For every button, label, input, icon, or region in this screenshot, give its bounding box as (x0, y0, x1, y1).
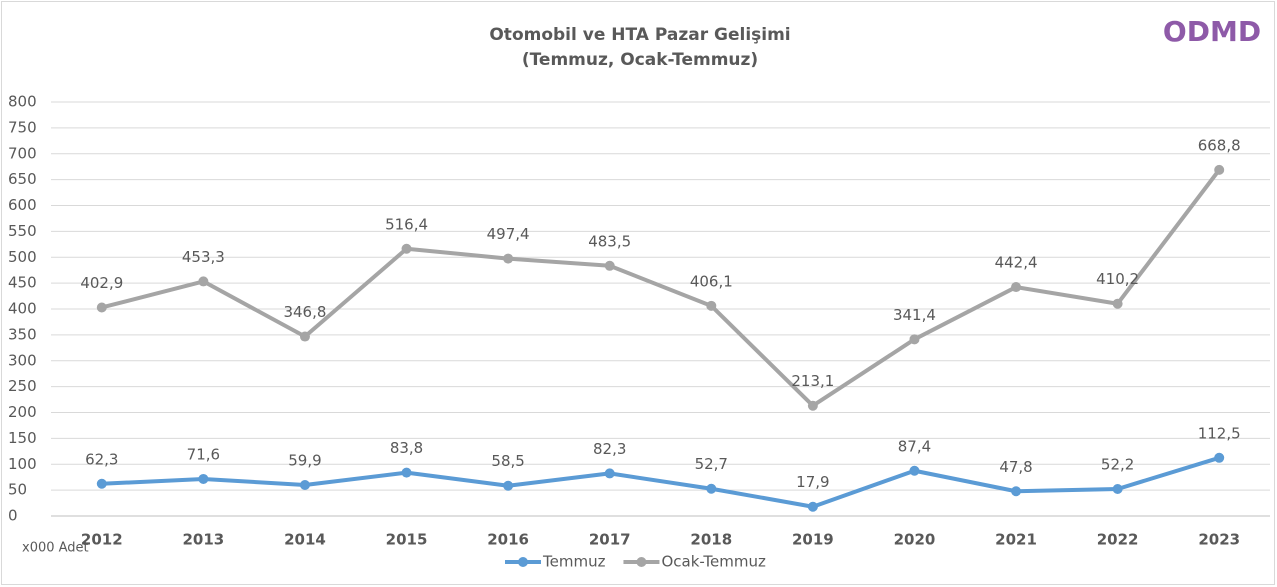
y-tick-label: 750 (8, 118, 37, 136)
chart-subtitle: (Temmuz, Ocak-Temmuz) (522, 50, 758, 70)
data-label: 453,3 (182, 248, 225, 266)
data-label: 47,8 (999, 458, 1032, 476)
data-label: 410,2 (1096, 270, 1139, 288)
data-point (909, 334, 920, 345)
data-point (1011, 282, 1022, 293)
data-label: 83,8 (390, 439, 423, 457)
data-label: 516,4 (385, 215, 428, 233)
x-tick-label: 2018 (690, 531, 732, 549)
y-tick-label: 500 (8, 248, 37, 266)
data-point (503, 480, 514, 491)
data-point (909, 465, 920, 476)
legend-marker (518, 557, 528, 567)
x-tick-label: 2019 (792, 531, 834, 549)
x-tick-label: 2021 (995, 531, 1037, 549)
y-tick-label: 400 (8, 300, 37, 318)
data-point (706, 300, 717, 311)
data-point (96, 302, 107, 313)
legend-marker (636, 557, 647, 567)
y-tick-label: 650 (8, 170, 37, 188)
data-label: 402,9 (80, 274, 123, 292)
chart-title: Otomobil ve HTA Pazar Gelişimi (489, 25, 790, 45)
data-label: 17,9 (796, 473, 829, 491)
x-tick-label: 2013 (183, 531, 225, 549)
data-label: 497,4 (487, 225, 530, 243)
data-label: 213,1 (791, 372, 834, 390)
x-tick-label: 2017 (589, 531, 631, 549)
y-tick-label: 250 (8, 377, 37, 395)
data-label: 82,3 (593, 440, 626, 458)
data-point (604, 468, 615, 479)
y-tick-label: 600 (8, 196, 37, 214)
data-point (1214, 164, 1225, 175)
data-point (807, 400, 818, 411)
data-point (401, 467, 412, 478)
y-tick-label: 700 (8, 144, 37, 162)
y-tick-label: 150 (8, 429, 37, 447)
data-label: 87,4 (898, 437, 931, 455)
y-tick-label: 800 (8, 93, 37, 111)
data-label: 442,4 (995, 254, 1038, 272)
legend-label: Ocak-Temmuz (661, 553, 766, 571)
data-point (299, 480, 310, 491)
x-tick-label: 2012 (81, 531, 123, 549)
series-line (101, 455, 1220, 509)
data-label: 341,4 (893, 306, 936, 324)
data-label: 52,7 (695, 455, 728, 473)
x-tick-label: 2020 (894, 531, 936, 549)
x-tick-label: 2015 (386, 531, 428, 549)
data-point (1112, 298, 1123, 309)
data-point (299, 331, 310, 342)
data-label: 62,3 (85, 450, 118, 468)
legend-label: Temmuz (542, 553, 606, 571)
data-label: 483,5 (588, 232, 631, 250)
data-point (706, 483, 717, 494)
data-point (503, 253, 514, 264)
data-label: 58,5 (491, 452, 524, 470)
y-tick-label: 450 (8, 274, 37, 292)
data-point (1112, 483, 1123, 494)
data-point (1011, 486, 1022, 497)
data-point (807, 501, 818, 512)
x-tick-label: 2023 (1198, 531, 1240, 549)
data-point (1214, 452, 1225, 463)
y-tick-label: 0 (8, 507, 18, 525)
logo: ODMD (1163, 15, 1261, 48)
y-tick-label: 300 (8, 351, 37, 369)
x-tick-label: 2022 (1097, 531, 1139, 549)
unit-label: x000 Adet (22, 541, 89, 556)
data-label: 346,8 (283, 303, 326, 321)
y-tick-label: 350 (8, 325, 37, 343)
data-label: 52,2 (1101, 455, 1134, 473)
data-label: 59,9 (288, 452, 321, 470)
data-point (198, 473, 209, 484)
data-label: 71,6 (187, 445, 220, 463)
y-tick-label: 50 (8, 481, 27, 499)
y-tick-label: 550 (8, 222, 37, 240)
data-point (604, 260, 615, 271)
x-tick-label: 2016 (487, 531, 529, 549)
y-tick-label: 200 (8, 403, 37, 421)
data-point (401, 243, 412, 254)
data-label: 406,1 (690, 272, 733, 290)
data-label: 112,5 (1198, 424, 1241, 442)
data-label: 668,8 (1198, 136, 1241, 154)
series-line (101, 168, 1221, 408)
x-tick-label: 2014 (284, 531, 326, 549)
data-point (198, 276, 209, 287)
y-tick-label: 100 (8, 455, 37, 473)
data-point (96, 478, 107, 489)
